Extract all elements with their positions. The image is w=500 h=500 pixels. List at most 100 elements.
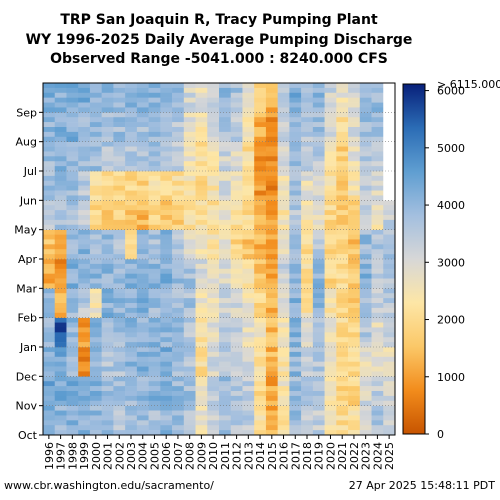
heatmap-day-band — [336, 303, 349, 309]
heatmap-day-band — [89, 215, 102, 221]
heatmap-day-band — [207, 312, 220, 318]
heatmap-day-band — [230, 131, 243, 138]
heatmap-day-band — [254, 117, 267, 123]
heatmap-day-band — [66, 229, 79, 235]
heatmap-cell-2001-Oct — [101, 405, 114, 436]
heatmap-day-band — [301, 83, 314, 89]
heatmap-day-band — [195, 263, 208, 270]
heatmap-day-band — [383, 347, 396, 353]
heatmap-cell-2006-Nov — [160, 376, 173, 406]
heatmap-day-band — [54, 376, 67, 382]
heatmap-day-band — [230, 288, 243, 294]
heatmap-day-band — [136, 166, 149, 172]
heatmap-day-band — [277, 92, 290, 98]
heatmap-cell-2004-Jun — [136, 171, 149, 201]
heatmap-day-band — [54, 425, 67, 431]
heatmap-cell-2021-Jan — [336, 317, 349, 348]
heatmap-cell-2014-Mar — [254, 259, 267, 289]
heatmap-day-band — [78, 190, 91, 196]
heatmap-day-band — [183, 92, 196, 98]
heatmap-day-band — [78, 224, 91, 230]
heatmap-day-band — [348, 351, 361, 358]
heatmap-day-band — [277, 415, 290, 421]
heatmap-day-band — [230, 366, 243, 372]
heatmap-cell-2017-May — [289, 200, 302, 230]
heatmap-day-band — [301, 254, 314, 260]
heatmap-day-band — [324, 87, 337, 94]
heatmap-day-band — [242, 215, 255, 221]
heatmap-day-band — [136, 185, 149, 191]
heatmap-day-band — [265, 146, 278, 152]
heatmap-day-band — [183, 161, 196, 167]
heatmap-column-1997 — [54, 83, 67, 436]
heatmap-day-band — [289, 430, 302, 436]
heatmap-day-band — [183, 156, 196, 162]
heatmap-cell-2011-Dec — [219, 347, 232, 377]
heatmap-day-band — [289, 342, 302, 348]
heatmap-day-band — [54, 219, 67, 226]
heatmap-day-band — [113, 117, 126, 123]
heatmap-day-band — [312, 175, 325, 182]
heatmap-day-band — [359, 112, 372, 118]
heatmap-cell-2000-Aug — [89, 112, 102, 142]
heatmap-day-band — [254, 131, 267, 138]
heatmap-day-band — [66, 136, 79, 142]
heatmap-day-band — [359, 185, 372, 191]
heatmap-cell-2005-May — [148, 200, 161, 230]
heatmap-cell-2017-Jul — [289, 141, 302, 172]
heatmap-day-band — [336, 327, 349, 333]
heatmap-cell-2018-Dec — [301, 347, 314, 377]
heatmap-day-band — [371, 259, 384, 265]
heatmap-day-band — [242, 307, 255, 314]
heatmap-day-band — [336, 92, 349, 98]
heatmap-day-band — [242, 234, 255, 240]
heatmap-day-band — [265, 205, 278, 211]
heatmap-day-band — [195, 303, 208, 309]
heatmap-day-band — [301, 92, 314, 98]
heatmap-day-band — [136, 131, 149, 138]
heatmap-day-band — [277, 307, 290, 314]
heatmap-day-band — [219, 322, 232, 328]
heatmap-day-band — [277, 351, 290, 358]
heatmap-day-band — [324, 307, 337, 314]
heatmap-day-band — [148, 410, 161, 416]
heatmap-day-band — [289, 107, 302, 113]
heatmap-day-band — [66, 410, 79, 416]
heatmap-day-band — [89, 180, 102, 186]
heatmap-day-band — [66, 420, 79, 426]
heatmap-day-band — [359, 322, 372, 328]
heatmap-day-band — [125, 430, 138, 436]
heatmap-day-band — [113, 317, 126, 323]
heatmap-cell-2000-Oct — [89, 405, 102, 436]
heatmap-day-band — [78, 254, 91, 260]
heatmap-cell-2000-Feb — [89, 288, 102, 318]
heatmap-day-band — [242, 361, 255, 367]
heatmap-day-band — [359, 273, 372, 279]
heatmap-day-band — [89, 410, 102, 416]
heatmap-day-band — [265, 332, 278, 338]
heatmap-day-band — [336, 312, 349, 318]
heatmap-day-band — [371, 288, 384, 294]
heatmap-day-band — [348, 224, 361, 230]
heatmap-day-band — [66, 141, 79, 147]
heatmap-day-band — [265, 131, 278, 138]
heatmap-day-band — [207, 307, 220, 314]
heatmap-day-band — [254, 356, 267, 362]
heatmap-day-band — [312, 151, 325, 157]
heatmap-cell-2012-Dec — [230, 347, 243, 377]
heatmap-day-band — [312, 180, 325, 186]
heatmap-day-band — [277, 327, 290, 333]
heatmap-day-band — [148, 190, 161, 196]
heatmap-day-band — [66, 405, 79, 411]
heatmap-day-band — [265, 415, 278, 421]
heatmap-day-band — [359, 131, 372, 138]
heatmap-day-band — [383, 391, 396, 397]
heatmap-day-band — [348, 117, 361, 123]
heatmap-cell-2012-Sep — [230, 83, 243, 113]
y-tick-label-Oct: Oct — [18, 429, 38, 442]
heatmap-day-band — [312, 386, 325, 392]
heatmap-day-band — [101, 210, 114, 216]
colorbar-tick-label-1000: 1000 — [437, 371, 465, 384]
heatmap-day-band — [43, 337, 56, 343]
